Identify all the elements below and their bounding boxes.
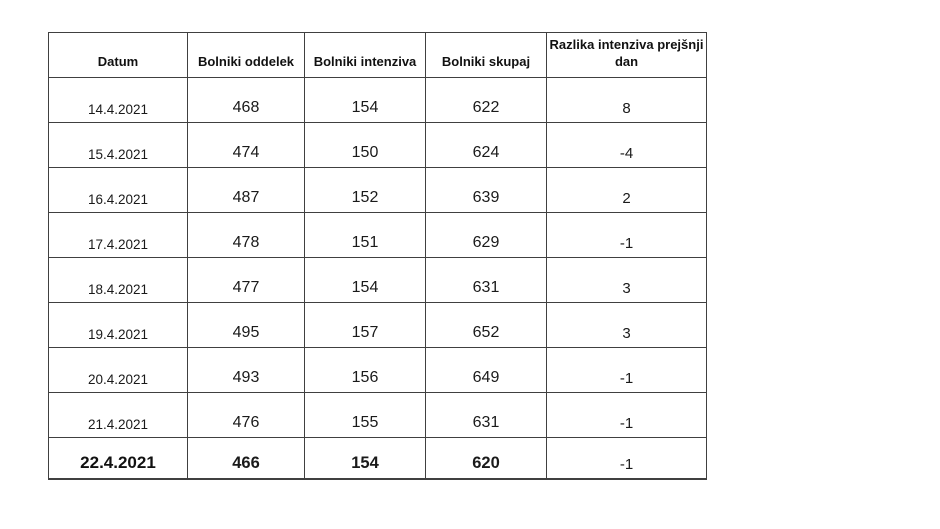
cell-razlika: -1	[546, 347, 707, 393]
cell-bolniki-oddelek: 495	[187, 302, 305, 348]
cell-bolniki-intenziva: 152	[304, 167, 426, 213]
table-row: 19.4.2021 495 157 652 3	[48, 302, 707, 348]
table-row: 17.4.2021 478 151 629 -1	[48, 212, 707, 258]
table-row-latest: 22.4.2021 466 154 620 -1	[48, 437, 707, 479]
cell-bolniki-skupaj: 622	[425, 77, 547, 123]
column-header-datum: Datum	[48, 32, 188, 78]
column-header-bolniki-intenziva: Bolniki intenziva	[304, 32, 426, 78]
cell-bolniki-skupaj: 620	[425, 437, 547, 479]
cell-datum: 17.4.2021	[48, 212, 188, 258]
cell-bolniki-skupaj: 629	[425, 212, 547, 258]
cell-bolniki-intenziva: 157	[304, 302, 426, 348]
column-header-bolniki-oddelek: Bolniki oddelek	[187, 32, 305, 78]
cell-bolniki-skupaj: 631	[425, 257, 547, 303]
cell-razlika: 2	[546, 167, 707, 213]
cell-datum: 21.4.2021	[48, 392, 188, 438]
cell-bolniki-skupaj: 624	[425, 122, 547, 168]
patients-table: Datum Bolniki oddelek Bolniki intenziva …	[48, 32, 707, 480]
cell-bolniki-intenziva: 154	[304, 437, 426, 479]
cell-datum: 19.4.2021	[48, 302, 188, 348]
cell-bolniki-intenziva: 151	[304, 212, 426, 258]
column-header-razlika-intenziva: Razlika intenziva prejšnji dan	[546, 32, 707, 78]
cell-razlika: 3	[546, 257, 707, 303]
cell-bolniki-oddelek: 466	[187, 437, 305, 479]
cell-bolniki-skupaj: 631	[425, 392, 547, 438]
cell-bolniki-oddelek: 478	[187, 212, 305, 258]
cell-razlika: -1	[546, 212, 707, 258]
cell-bolniki-skupaj: 649	[425, 347, 547, 393]
table-row: 20.4.2021 493 156 649 -1	[48, 347, 707, 393]
cell-datum: 20.4.2021	[48, 347, 188, 393]
cell-bolniki-oddelek: 474	[187, 122, 305, 168]
cell-datum: 15.4.2021	[48, 122, 188, 168]
cell-bolniki-intenziva: 154	[304, 77, 426, 123]
cell-bolniki-intenziva: 150	[304, 122, 426, 168]
cell-datum: 14.4.2021	[48, 77, 188, 123]
cell-razlika: -1	[546, 437, 707, 479]
column-header-bolniki-skupaj: Bolniki skupaj	[425, 32, 547, 78]
cell-bolniki-intenziva: 154	[304, 257, 426, 303]
cell-bolniki-oddelek: 493	[187, 347, 305, 393]
table-row: 14.4.2021 468 154 622 8	[48, 77, 707, 123]
table-row: 15.4.2021 474 150 624 -4	[48, 122, 707, 168]
table-row: 18.4.2021 477 154 631 3	[48, 257, 707, 303]
cell-bolniki-oddelek: 468	[187, 77, 305, 123]
cell-bolniki-oddelek: 476	[187, 392, 305, 438]
cell-bolniki-skupaj: 652	[425, 302, 547, 348]
table-row: 21.4.2021 476 155 631 -1	[48, 392, 707, 438]
cell-bolniki-oddelek: 477	[187, 257, 305, 303]
cell-razlika: 3	[546, 302, 707, 348]
cell-bolniki-oddelek: 487	[187, 167, 305, 213]
cell-datum: 16.4.2021	[48, 167, 188, 213]
cell-datum: 22.4.2021	[48, 437, 188, 479]
table-header-row: Datum Bolniki oddelek Bolniki intenziva …	[48, 32, 707, 78]
cell-razlika: -1	[546, 392, 707, 438]
cell-bolniki-intenziva: 155	[304, 392, 426, 438]
cell-datum: 18.4.2021	[48, 257, 188, 303]
table-row: 16.4.2021 487 152 639 2	[48, 167, 707, 213]
cell-razlika: -4	[546, 122, 707, 168]
cell-bolniki-intenziva: 156	[304, 347, 426, 393]
cell-razlika: 8	[546, 77, 707, 123]
cell-bolniki-skupaj: 639	[425, 167, 547, 213]
